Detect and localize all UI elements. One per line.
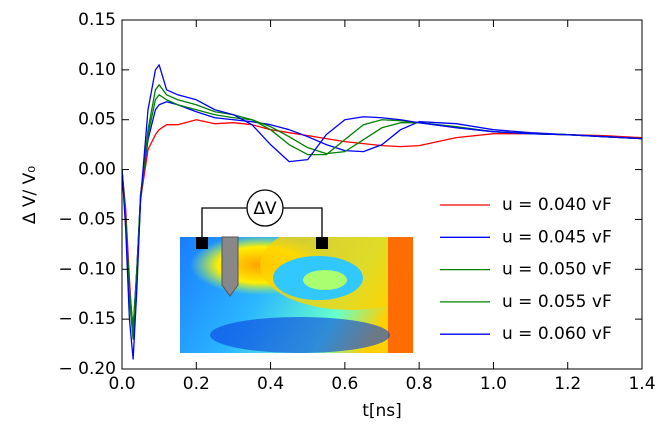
- legend-label: u = 0.040 vF: [502, 195, 612, 215]
- inset: ΔV: [180, 189, 413, 353]
- x-tick-label: 0.4: [257, 374, 284, 394]
- inset-edge: [388, 237, 413, 353]
- wire: [201, 207, 247, 243]
- contact: [196, 237, 208, 249]
- contact: [316, 237, 328, 249]
- legend-label: u = 0.045 vF: [502, 227, 612, 247]
- series-line: [122, 64, 642, 360]
- x-tick-label: 1.0: [480, 374, 507, 394]
- voltmeter: [246, 189, 284, 227]
- y-tick-label: 0.15: [78, 10, 116, 30]
- x-tick-label: 1.2: [554, 374, 581, 394]
- x-tick-label: 1.4: [628, 374, 655, 394]
- x-tick-label: 0.2: [183, 374, 210, 394]
- x-tick-label: 0.8: [406, 374, 433, 394]
- wire: [283, 207, 323, 243]
- legend-label: u = 0.055 vF: [502, 292, 612, 312]
- x-tick-label: 0.0: [108, 374, 135, 394]
- probe: [221, 236, 239, 297]
- y-axis-label: Δ V/ V₀: [20, 166, 40, 224]
- y-tick-label: − 0.20: [59, 359, 117, 379]
- y-tick-label: − 0.05: [59, 209, 117, 229]
- legend-label: u = 0.060 vF: [502, 324, 612, 344]
- inset-dark: [210, 317, 390, 353]
- voltmeter-label: ΔV: [253, 199, 277, 219]
- legend-label: u = 0.050 vF: [502, 260, 612, 280]
- y-tick-label: − 0.10: [59, 259, 117, 279]
- y-tick-label: 0.05: [78, 110, 116, 130]
- x-axis-label: t[ns]: [362, 401, 402, 421]
- y-tick-label: 0.10: [78, 60, 116, 80]
- plot-lines: [122, 64, 642, 360]
- x-tick-label: 0.6: [331, 374, 358, 394]
- y-tick-label: − 0.15: [59, 309, 117, 329]
- inset-swirl: [303, 270, 347, 290]
- plot-frame: [121, 19, 643, 370]
- y-tick-label: 0.00: [78, 160, 116, 180]
